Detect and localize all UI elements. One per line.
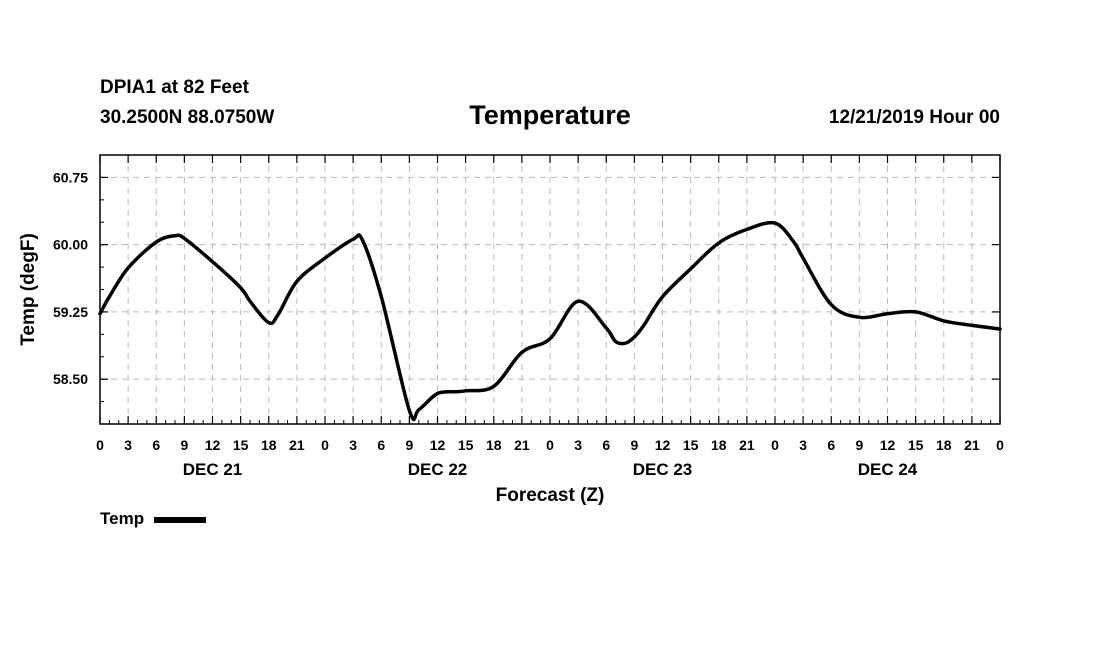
legend-label: Temp [100,509,145,528]
x-tick-label: 9 [630,437,638,453]
x-tick-label: 0 [321,437,329,453]
day-label: DEC 23 [633,460,693,479]
x-tick-label: 0 [96,437,104,453]
x-tick-label: 15 [458,437,474,453]
x-tick-label: 3 [799,437,807,453]
temp-series-line [98,220,1002,422]
x-tick-label: 9 [180,437,188,453]
x-tick-label: 3 [574,437,582,453]
forecast-datetime: 12/21/2019 Hour 00 [828,107,1000,128]
x-tick-label: 12 [430,437,446,453]
day-labels: DEC 21 DEC 22 DEC 23 DEC 24 [183,460,918,479]
y-tick-labels: 58.50 59.25 60.00 60.75 [53,169,88,387]
x-tick-label: 18 [486,437,502,453]
x-tick-label: 21 [514,437,530,453]
x-tick-label: 6 [827,437,835,453]
x-tick-label: 6 [602,437,610,453]
legend-swatch [154,517,207,523]
x-tick-label: 3 [124,437,132,453]
x-tick-label: 12 [655,437,671,453]
x-tick-label: 6 [377,437,385,453]
day-label: DEC 21 [183,460,243,479]
chart-title: Temperature [469,100,631,130]
y-tick-label: 60.00 [53,237,88,253]
day-label: DEC 22 [408,460,468,479]
x-tick-label: 21 [739,437,755,453]
y-tick-label: 59.25 [53,304,88,320]
y-tick-label: 60.75 [53,169,88,185]
x-tick-label: 18 [261,437,277,453]
x-tick-label: 3 [349,437,357,453]
x-tick-label: 6 [152,437,160,453]
grid-lines [100,155,1000,424]
x-tick-label: 0 [996,437,1004,453]
x-tick-label: 21 [964,437,980,453]
x-tick-label: 21 [289,437,305,453]
x-tick-label: 12 [880,437,896,453]
x-tick-label: 15 [233,437,249,453]
x-tick-label: 15 [683,437,699,453]
x-tick-label: 0 [546,437,554,453]
x-tick-label: 18 [711,437,727,453]
coordinates-label: 30.2500N 88.0750W [100,107,275,128]
plot-frame [99,154,1001,425]
y-axis-label: Temp (degF) [18,233,39,346]
x-tick-label: 12 [205,437,221,453]
x-tick-labels: 0 3 6 9 12 15 18 21 0 3 6 9 12 15 18 21 0 3 6 9 12 15 18 21 0 3 6 9… [96,437,1004,453]
y-tick-label: 58.50 [53,371,88,387]
x-tick-label: 9 [855,437,863,453]
x-axis-label: Forecast (Z) [496,485,605,506]
station-label: DPIA1 at 82 Feet [100,77,249,98]
x-tick-label: 18 [936,437,952,453]
x-tick-label: 15 [908,437,924,453]
day-label: DEC 24 [858,460,918,479]
legend: Temp [100,509,207,529]
x-tick-label: 9 [405,437,413,453]
x-tick-label: 0 [771,437,779,453]
